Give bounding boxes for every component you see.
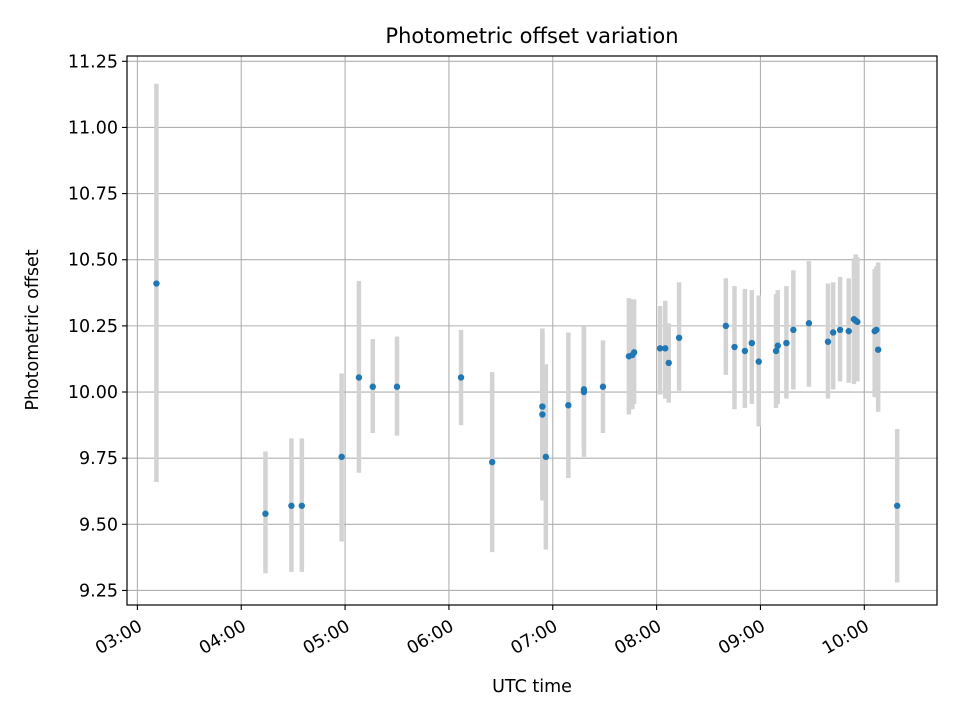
data-point	[731, 343, 738, 351]
data-point	[539, 411, 546, 418]
data-point	[630, 349, 638, 356]
x-tick-label: 04:00	[196, 616, 250, 659]
data-point	[539, 403, 546, 410]
data-point	[829, 329, 837, 336]
data-point	[369, 383, 376, 390]
data-point	[656, 345, 664, 352]
x-tick-label: 09:00	[715, 616, 769, 659]
data-point	[722, 322, 730, 330]
data-point	[854, 318, 861, 326]
y-tick-label: 10.50	[68, 251, 118, 271]
data-point	[262, 510, 269, 517]
data-point	[873, 326, 880, 334]
y-tick-label: 11.25	[68, 52, 118, 72]
data-point	[580, 386, 588, 393]
data-point	[298, 502, 306, 509]
data-point	[805, 320, 813, 327]
data-point	[741, 347, 749, 355]
x-tick-label: 03:00	[92, 616, 146, 659]
x-tick-label: 07:00	[508, 616, 562, 659]
data-point	[542, 453, 550, 461]
data-point	[675, 334, 683, 341]
y-axis-label: Photometric offset	[23, 249, 43, 410]
axes-frame	[126, 55, 938, 606]
data-point	[824, 338, 832, 345]
data-point	[748, 339, 756, 347]
x-axis-label: UTC time	[492, 677, 572, 697]
data-point	[599, 383, 607, 390]
y-tick-label: 11.00	[68, 118, 118, 138]
y-tick-label: 9.75	[79, 449, 118, 469]
grid-layer	[127, 56, 937, 605]
y-tick-label: 9.25	[79, 581, 118, 601]
data-point	[488, 458, 496, 466]
data-point	[288, 502, 295, 509]
x-tick-label: 10:00	[819, 616, 873, 659]
data-point	[153, 280, 160, 287]
data-point	[755, 358, 762, 365]
data-point	[338, 453, 345, 461]
data-point	[393, 383, 401, 390]
data-point	[665, 359, 672, 367]
x-tick-label: 08:00	[611, 616, 665, 659]
data-point	[790, 326, 797, 334]
y-tick-label: 10.25	[68, 317, 118, 337]
y-tick-label: 10.75	[68, 185, 118, 205]
data-point	[457, 374, 465, 381]
point-layer	[153, 280, 901, 517]
data-point	[662, 345, 669, 352]
y-tick-label: 9.50	[79, 515, 118, 535]
data-point	[774, 342, 781, 349]
data-point	[772, 347, 780, 355]
data-point	[874, 346, 882, 353]
x-tick-label: 05:00	[300, 616, 354, 659]
data-point	[836, 326, 844, 334]
data-point	[783, 339, 790, 347]
x-tick-label: 06:00	[404, 616, 458, 659]
data-point	[893, 502, 901, 509]
data-point	[355, 374, 363, 381]
errorbar-layer	[154, 83, 900, 583]
data-point	[845, 327, 852, 335]
y-tick-label: 10.00	[68, 383, 118, 403]
chart-title: Photometric offset variation	[385, 24, 678, 48]
data-point	[565, 402, 572, 409]
